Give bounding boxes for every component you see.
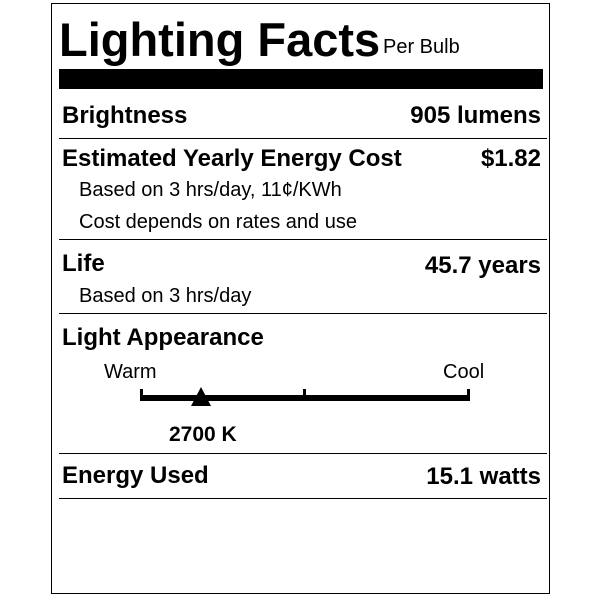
life-value: 45.7 years <box>424 252 541 279</box>
temperature-value: 2700 K <box>169 423 237 446</box>
warm-label: Warm <box>104 361 157 383</box>
scale-tick <box>303 389 306 400</box>
lighting-facts-label: Lighting Facts Per Bulb Brightness 905 l… <box>51 3 550 594</box>
cost-note-rate: Based on 3 hrs/day, 11¢/KWh <box>79 179 342 201</box>
brightness-value: 905 lumens <box>410 102 541 129</box>
energy-value: 15.1 watts <box>426 463 541 490</box>
divider <box>59 138 547 139</box>
life-label: Life <box>62 250 105 277</box>
divider <box>59 453 547 454</box>
label-subtitle: Per Bulb <box>383 36 460 58</box>
life-note: Based on 3 hrs/day <box>79 285 252 307</box>
temperature-marker-icon <box>191 387 212 406</box>
cost-value: $1.82 <box>480 145 541 172</box>
divider <box>59 498 547 499</box>
scale-tick <box>140 389 143 400</box>
divider <box>59 239 547 240</box>
header-bar <box>59 69 543 89</box>
label-title: Lighting Facts <box>59 13 381 66</box>
scale-tick <box>467 389 470 400</box>
cost-label: Estimated Yearly Energy Cost <box>62 145 402 172</box>
color-temperature-scale <box>140 387 470 406</box>
cost-note-depends: Cost depends on rates and use <box>79 211 357 233</box>
divider <box>59 313 547 314</box>
energy-label: Energy Used <box>62 462 209 489</box>
brightness-label: Brightness <box>62 102 188 129</box>
appearance-label: Light Appearance <box>62 324 264 351</box>
cool-label: Cool <box>443 361 485 383</box>
